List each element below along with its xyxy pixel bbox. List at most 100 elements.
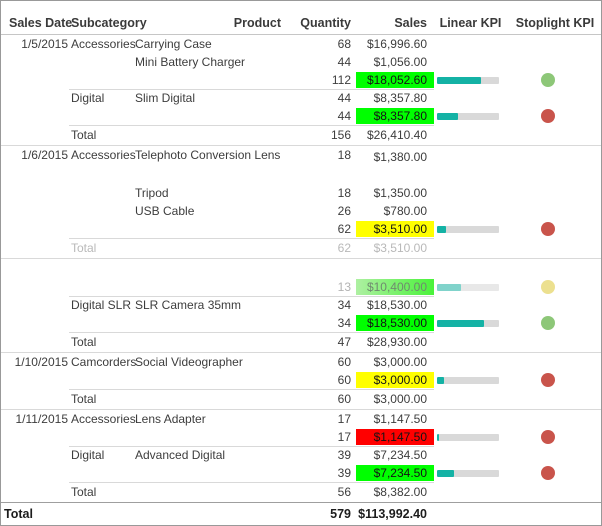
kpi-sales-cell: $18,530.00 [356, 315, 434, 331]
cell-product: Carrying Case [135, 37, 212, 51]
cell-stoplight-kpi [507, 373, 601, 387]
cell-sales: $3,000.00 [373, 392, 427, 406]
total-label: Total [71, 241, 97, 255]
linear-kpi-gauge [437, 376, 499, 384]
cell-sales: $18,530.00 [366, 298, 427, 312]
subtotal-row: 112 $18,052.60 [1, 71, 601, 89]
cell-quantity: 44 [337, 109, 351, 123]
stoplight-indicator [541, 316, 555, 330]
header-sales-date: Sales Date [9, 16, 73, 30]
cell-sales: $26,410.40 [366, 128, 427, 142]
cell-quantity: 60 [337, 392, 351, 406]
subtotal-row-faded: 13 $10,400.00 [1, 278, 601, 296]
linear-kpi-gauge [437, 225, 499, 233]
cell-sales-date: 1/10/2015 [14, 355, 68, 369]
cell-subcategory: Accessories [71, 37, 136, 51]
cell-quantity: 68 [337, 37, 351, 51]
cell-linear-kpi [434, 319, 507, 327]
cell-sales: $16,996.60 [366, 37, 427, 51]
group-total-row: Total 47 $28,930.00 [1, 332, 601, 352]
header-subcategory: Subcategory [71, 16, 147, 30]
cell-quantity: 18 [337, 148, 351, 162]
table-row: Tripod 18 $1,350.00 [1, 184, 601, 202]
subtotal-row: 60 $3,000.00 [1, 371, 601, 389]
subtotal-row: 17 $1,147.50 [1, 428, 601, 446]
cell-linear-kpi [434, 225, 507, 233]
cell-linear-kpi [434, 469, 507, 477]
gauge-fill [437, 112, 459, 120]
cell-linear-kpi [434, 376, 507, 384]
table-row: Digital SLR SLR Camera 35mm 34 $18,530.0… [1, 296, 601, 314]
cell-subcategory: Digital [71, 448, 105, 462]
cell-quantity: 39 [337, 448, 351, 462]
cell-sales: $1,147.50 [373, 412, 427, 426]
grand-total-label: Total [4, 507, 33, 521]
stoplight-indicator [541, 373, 555, 387]
gauge-fill [437, 76, 482, 84]
cell-stoplight-kpi [507, 222, 601, 236]
cell-product: USB Cable [135, 204, 195, 218]
faded-blank-row [1, 258, 601, 278]
stoplight-indicator [541, 466, 555, 480]
group-total-row-faded: Total 62 $3,510.00 [1, 238, 601, 258]
cell-linear-kpi [434, 112, 507, 120]
table-row: 1/11/2015 Accessories Lens Adapter 17 $1… [1, 409, 601, 428]
cell-quantity: 34 [337, 298, 351, 312]
cell-quantity: 62 [337, 222, 351, 236]
cell-sales: $780.00 [383, 204, 427, 218]
cell-quantity: 26 [337, 204, 351, 218]
kpi-sales-cell: $10,400.00 [356, 279, 434, 295]
cell-subcategory: Camcorders [71, 355, 137, 369]
cell-stoplight-kpi [507, 280, 601, 294]
cell-sales: $3,510.00 [373, 241, 427, 255]
total-label: Total [71, 335, 97, 349]
cell-product: SLR Camera 35mm [135, 298, 242, 312]
cell-linear-kpi [434, 283, 507, 291]
cell-product: Telephoto Conversion Lens [135, 148, 281, 162]
stoplight-indicator [541, 280, 555, 294]
header-quantity: Quantity [300, 16, 351, 30]
linear-kpi-gauge [437, 319, 499, 327]
cell-product: Mini Battery Charger [135, 55, 246, 69]
group-total-row: Total 156 $26,410.40 [1, 125, 601, 145]
table-header-row: Sales Date Subcategory Product Quantity … [1, 12, 601, 35]
header-sales: Sales [394, 16, 427, 30]
cell-sales: $1,380.00 [373, 150, 427, 164]
cell-quantity: 34 [337, 316, 351, 330]
kpi-sales-cell: $7,234.50 [356, 465, 434, 481]
table-row: Mini Battery Charger 44 $1,056.00 [1, 53, 601, 71]
cell-quantity: 56 [337, 485, 351, 499]
cell-sales: $7,234.50 [373, 448, 427, 462]
cell-quantity: 39 [337, 466, 351, 480]
cell-stoplight-kpi [507, 316, 601, 330]
grand-total-quantity: 579 [330, 507, 351, 521]
stoplight-indicator [541, 109, 555, 123]
cell-sales-date: 1/11/2015 [15, 412, 69, 426]
cell-quantity: 44 [337, 91, 351, 105]
gauge-fill [437, 283, 461, 291]
gauge-fill [437, 319, 484, 327]
cell-subcategory: Digital [71, 91, 105, 105]
grand-total-row: Total 579 $113,992.40 [1, 502, 601, 525]
cell-quantity: 156 [330, 128, 351, 142]
cell-quantity: 62 [337, 241, 351, 255]
gauge-fill [437, 376, 445, 384]
table-row: 1/10/2015 Camcorders Social Videographer… [1, 352, 601, 371]
linear-kpi-gauge [437, 76, 499, 84]
cell-sales-date: 1/6/2015 [21, 148, 68, 162]
header-linear-kpi: Linear KPI [439, 16, 502, 30]
cell-quantity: 112 [331, 73, 351, 87]
cell-sales: $1,056.00 [373, 55, 427, 69]
stoplight-indicator [541, 430, 555, 444]
table-row: 1/6/2015 Accessories Telephoto Conversio… [1, 145, 601, 184]
kpi-sales-cell: $8,357.80 [356, 108, 434, 124]
cell-quantity: 17 [337, 430, 351, 444]
cell-subcategory: Digital SLR [71, 298, 132, 312]
cell-quantity: 18 [337, 186, 351, 200]
cell-subcategory: Accessories [71, 412, 136, 426]
cell-quantity: 60 [337, 355, 351, 369]
gauge-fill [437, 469, 454, 477]
kpi-sales-cell: $18,052.60 [356, 72, 434, 88]
cell-sales: $8,382.00 [373, 485, 427, 499]
